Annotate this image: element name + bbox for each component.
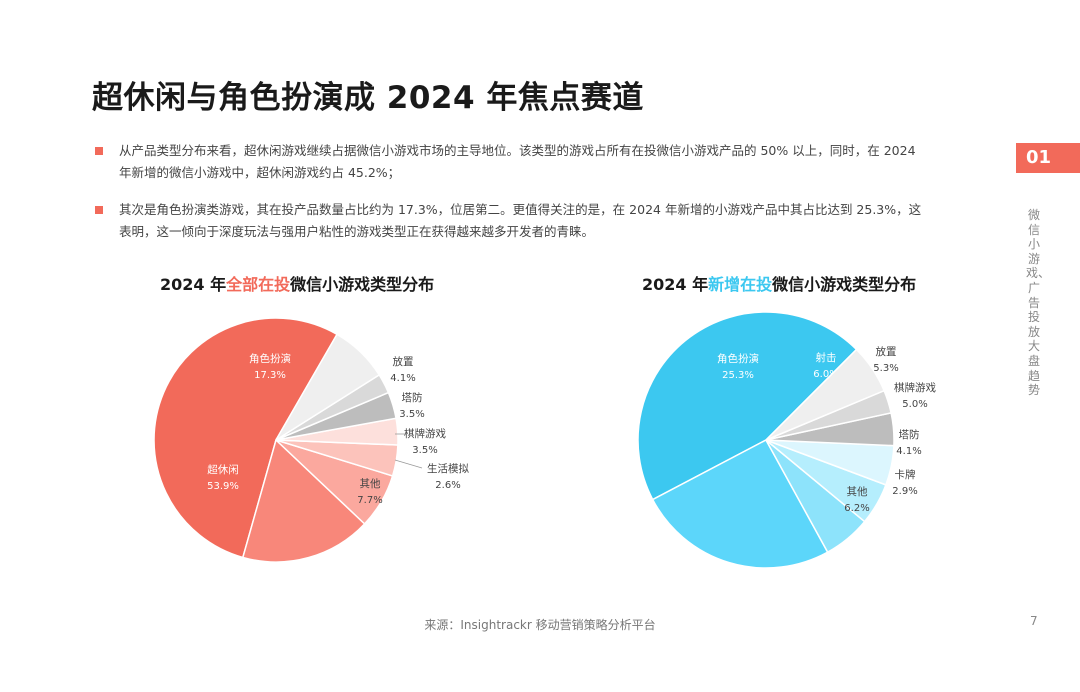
pie-slice-label: 棋牌游戏	[894, 381, 936, 394]
pie-slice-value: 53.9%	[207, 481, 239, 492]
bullet-text: 其次是角色扮演类游戏，其在投产品数量占比约为 17.3%，位居第二。更值得关注的…	[119, 202, 922, 239]
pie-slice-label: 超休闲	[207, 463, 239, 476]
pie-slice-label: 其他	[847, 485, 868, 498]
bullet-point: 其次是角色扮演类游戏，其在投产品数量占比约为 17.3%，位居第二。更值得关注的…	[95, 199, 930, 243]
pie-slice	[637, 311, 858, 501]
pie-slice-value: 2.6%	[435, 480, 460, 491]
pie-slice-label: 卡牌	[895, 468, 916, 481]
pie-slice-value: 5.0%	[902, 399, 927, 410]
pie-slice-label: 塔防	[402, 391, 423, 404]
pie-slice-label: 角色扮演	[249, 352, 291, 365]
chart-title-highlight: 全部在投	[226, 275, 291, 294]
chart-title-prefix: 2024 年	[160, 275, 227, 294]
pie-slice-label: 放置	[876, 345, 897, 358]
pie-slice-value: 25.3%	[722, 370, 754, 381]
pie-slice	[275, 333, 381, 441]
pie-slice	[153, 317, 339, 559]
bullet-text: 从产品类型分布来看，超休闲游戏继续占据微信小游戏市场的主导地位。该类型的游戏占所…	[119, 143, 916, 180]
bullet-square-icon	[95, 206, 103, 214]
pie-slice	[241, 438, 366, 563]
chart-title-prefix: 2024 年	[642, 275, 709, 294]
chart-title-highlight: 新增在投	[708, 275, 773, 294]
pie-slice-value: 6.2%	[844, 503, 869, 514]
page-title: 超休闲与角色扮演成 2024 年焦点赛道	[92, 80, 644, 116]
pie-slice-value: 3.5%	[399, 409, 424, 420]
pie-slice-value: 2.9%	[892, 486, 917, 497]
chart-title-suffix: 微信小游戏类型分布	[772, 275, 917, 294]
pie-slice-value: 7.7%	[357, 495, 382, 506]
pie-slice-label: 角色扮演	[717, 352, 759, 365]
pie-slice-value: 4.1%	[896, 446, 921, 457]
pie-slice-label: 其他	[360, 477, 381, 490]
chart-title-suffix: 微信小游戏类型分布	[290, 275, 435, 294]
pie-slice-label: 射击	[816, 351, 837, 364]
source-note: 来源：Insightrackr 移动营销策略分析平台	[424, 618, 656, 632]
pie-slice-value: 3.5%	[412, 445, 437, 456]
page-number: 7	[1030, 614, 1038, 628]
pie-slice	[651, 438, 829, 569]
chart-title-all: 2024 年全部在投微信小游戏类型分布	[160, 271, 434, 295]
pie-slice-label: 棋牌游戏	[404, 427, 446, 440]
pie-slice-label: 塔防	[899, 428, 920, 441]
pie-slice-value: 17.3%	[254, 370, 286, 381]
chart-title-new: 2024 年新增在投微信小游戏类型分布	[642, 271, 916, 295]
leader-line	[394, 459, 423, 469]
pie-slice-label: 生活模拟	[427, 462, 469, 475]
pie-slice-value: 4.1%	[390, 373, 415, 384]
bullet-square-icon	[95, 147, 103, 155]
bullet-point: 从产品类型分布来看，超休闲游戏继续占据微信小游戏市场的主导地位。该类型的游戏占所…	[95, 140, 930, 184]
pie-slice-label: 放置	[393, 355, 414, 368]
section-number-badge: 01	[1016, 143, 1080, 173]
pie-slice-value: 6.0%	[813, 369, 838, 380]
pie-slice	[765, 348, 886, 441]
pie-slice-value: 5.3%	[873, 363, 898, 374]
